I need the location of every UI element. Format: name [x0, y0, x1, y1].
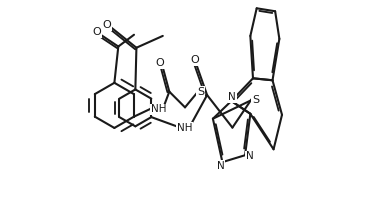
Text: S: S [252, 95, 259, 105]
Text: S: S [197, 87, 204, 97]
Text: NH: NH [151, 104, 166, 114]
Text: N: N [228, 93, 236, 102]
Text: N: N [217, 161, 225, 171]
Text: O: O [93, 27, 102, 37]
Text: NH: NH [177, 123, 192, 133]
Text: O: O [156, 58, 164, 68]
Text: O: O [103, 20, 111, 30]
Text: O: O [190, 55, 199, 65]
Text: N: N [246, 151, 253, 161]
